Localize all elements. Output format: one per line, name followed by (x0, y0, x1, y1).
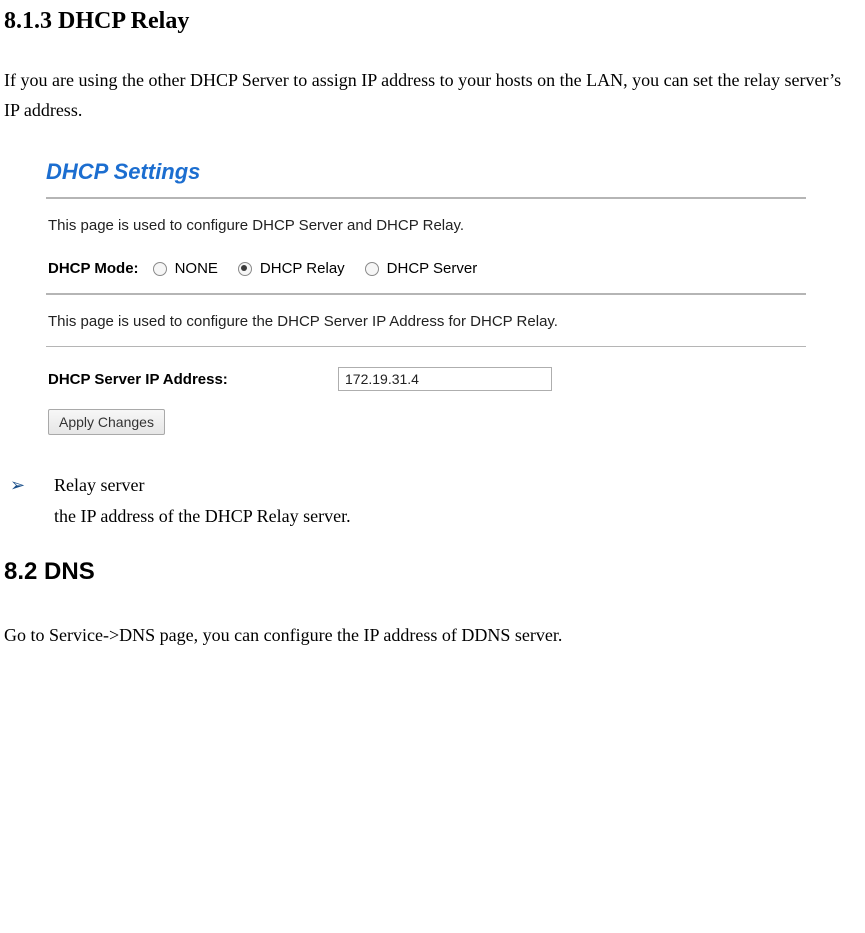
bullet-icon: ➢ (4, 475, 54, 496)
heading-8-2: 8.2 DNS (4, 558, 855, 586)
radio-dhcp-relay[interactable] (238, 262, 252, 276)
radio-dhcp-server[interactable] (365, 262, 379, 276)
bullet-term: Relay server (54, 475, 144, 496)
radio-dhcp-relay-label: DHCP Relay (260, 260, 345, 277)
radio-dhcp-server-label: DHCP Server (387, 260, 478, 277)
dhcp-settings-panel: DHCP Settings This page is used to confi… (46, 159, 806, 435)
radio-none-label: NONE (175, 260, 218, 277)
radio-none[interactable] (153, 262, 167, 276)
bullet-desc: the IP address of the DHCP Relay server. (54, 502, 855, 530)
panel-title: DHCP Settings (46, 159, 806, 197)
relay-server-definition: ➢ Relay server the IP address of the DHC… (4, 475, 855, 530)
apply-changes-button[interactable]: Apply Changes (48, 409, 165, 435)
intro-paragraph-8-2: Go to Service->DNS page, you can configu… (4, 620, 855, 650)
dhcp-server-ip-row: DHCP Server IP Address: (46, 347, 806, 403)
panel-desc-1: This page is used to configure DHCP Serv… (46, 199, 806, 250)
document-page: 8.1.3 DHCP Relay If you are using the ot… (0, 0, 865, 666)
dhcp-mode-label: DHCP Mode: (48, 260, 139, 277)
intro-paragraph-8-1-3: If you are using the other DHCP Server t… (4, 65, 855, 125)
dhcp-server-ip-label: DHCP Server IP Address: (48, 371, 338, 388)
dhcp-mode-row: DHCP Mode: NONE DHCP Relay DHCP Server (46, 250, 806, 293)
dhcp-server-ip-input[interactable] (338, 367, 552, 391)
heading-8-1-3: 8.1.3 DHCP Relay (4, 8, 855, 35)
panel-desc-2: This page is used to configure the DHCP … (46, 295, 806, 346)
